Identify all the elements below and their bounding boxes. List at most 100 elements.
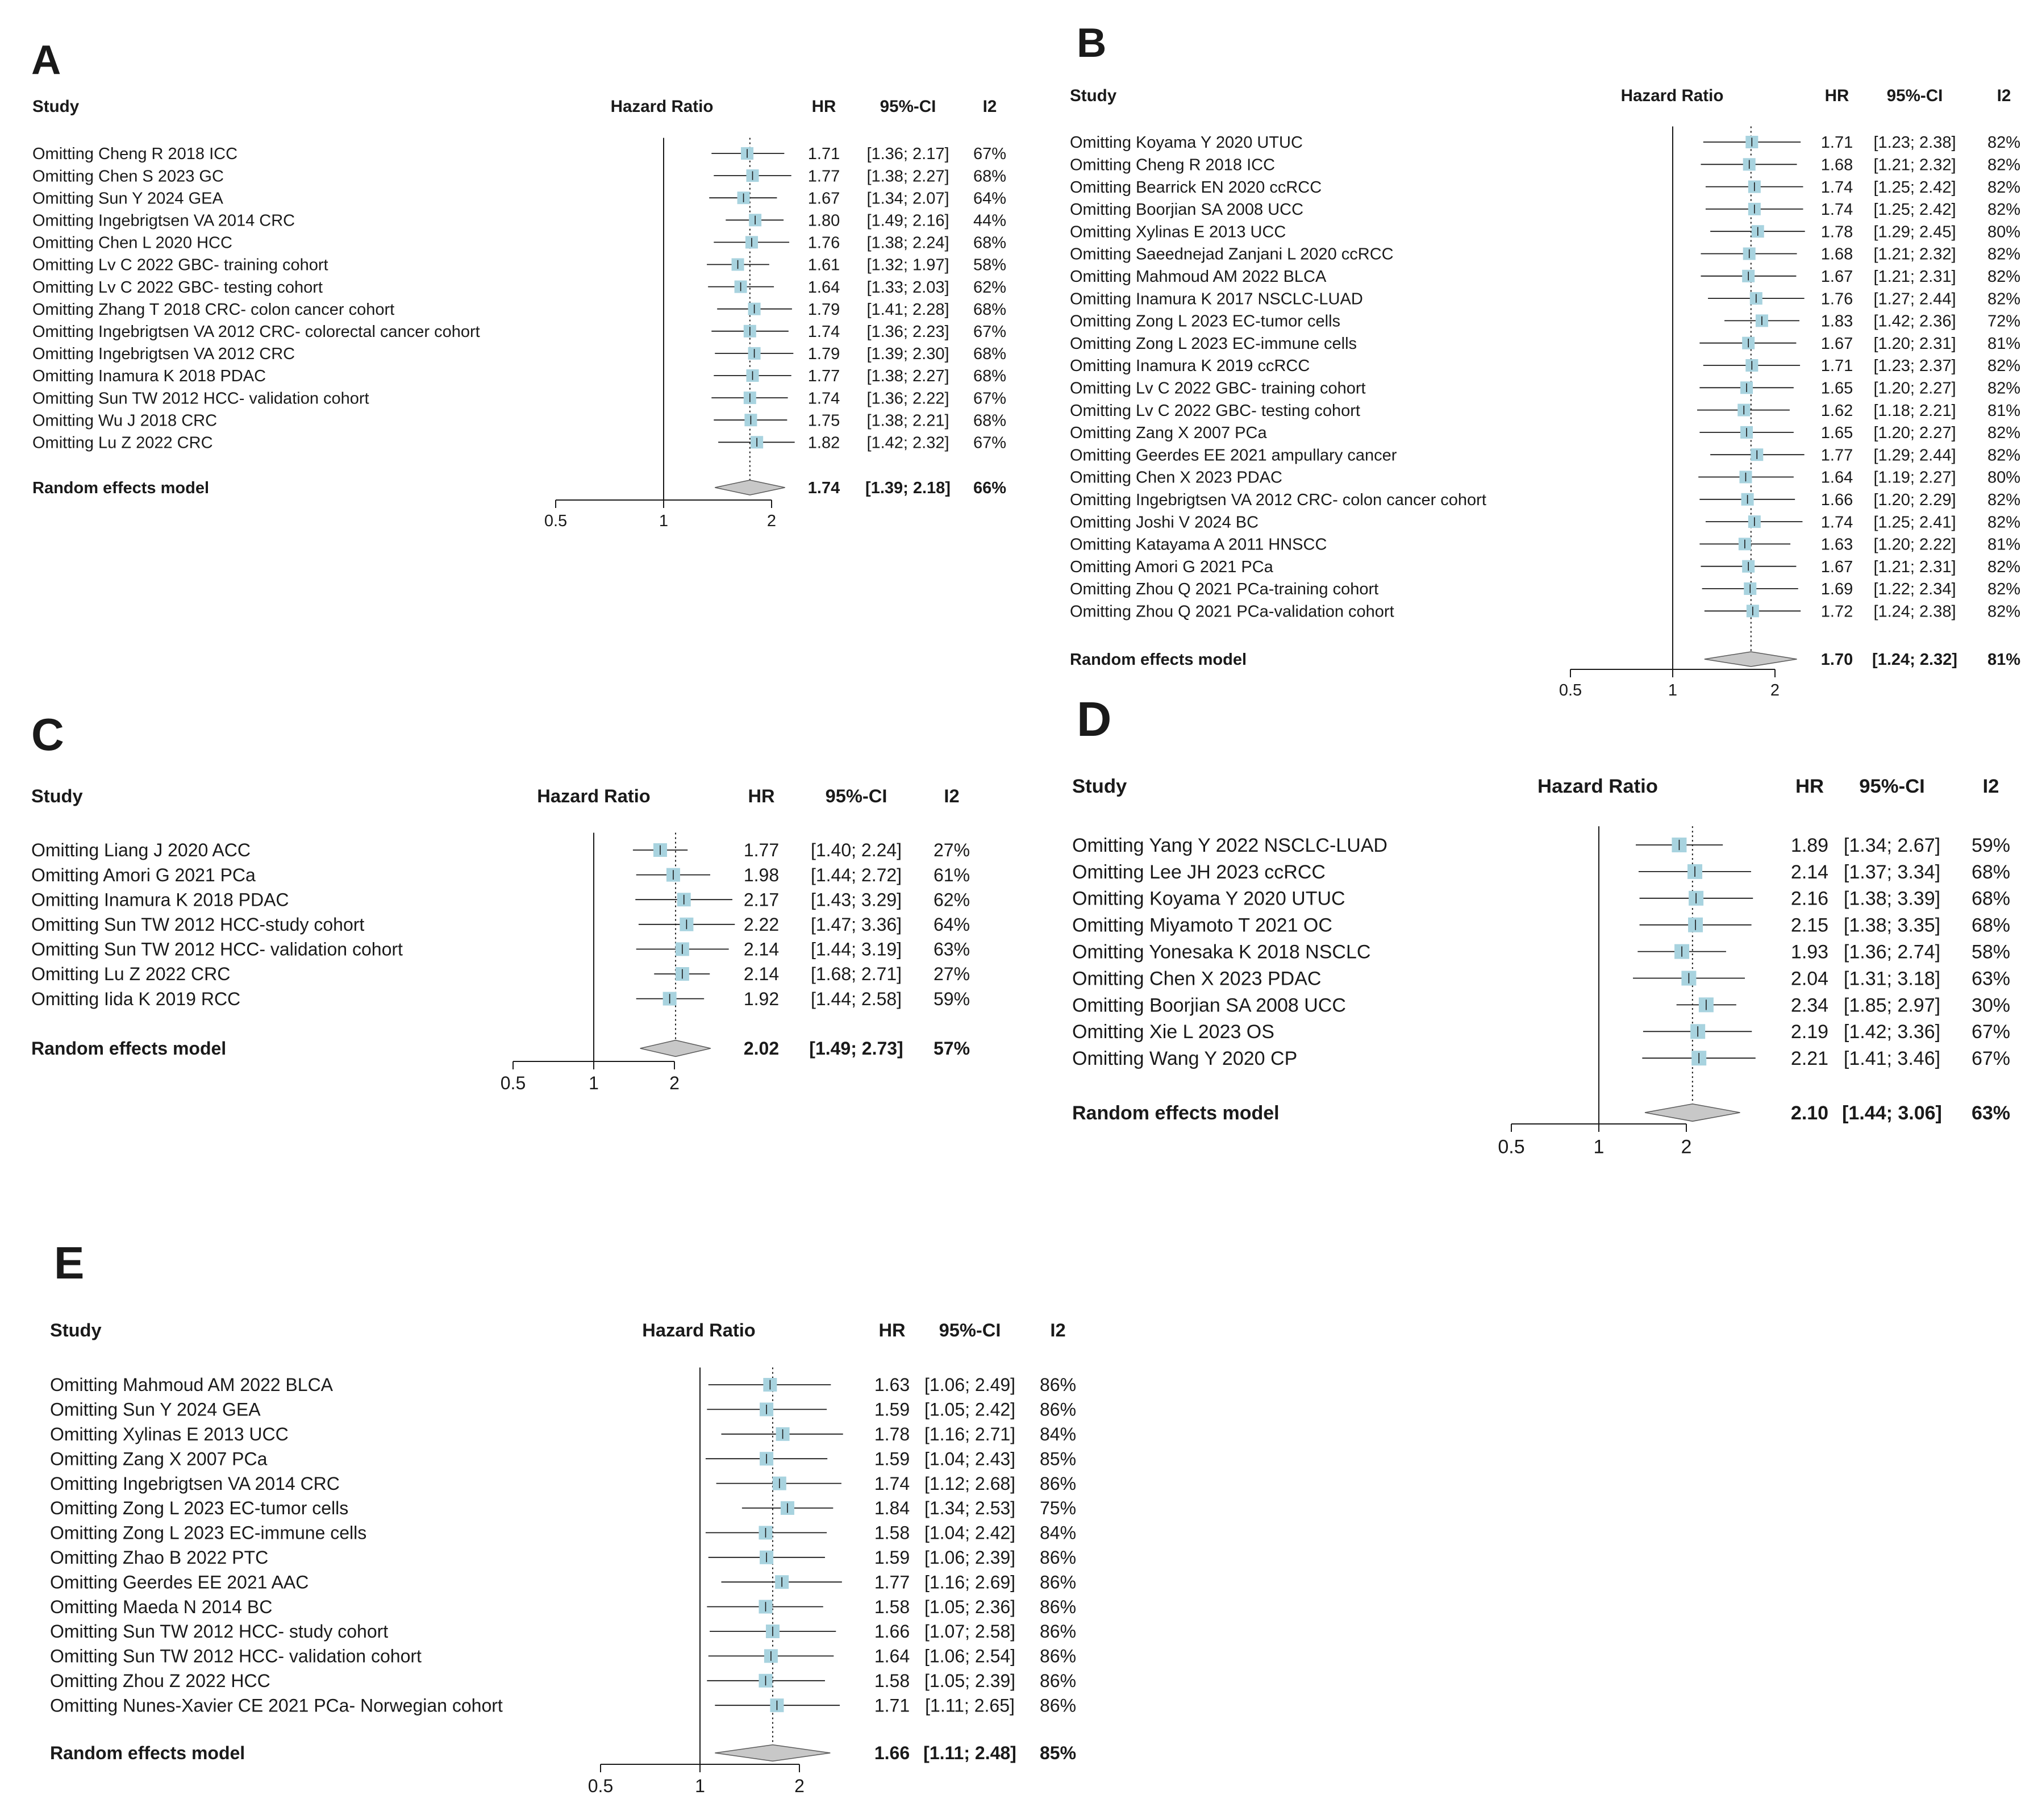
study-hr-value: 1.93 xyxy=(1791,942,1828,963)
header-study: Study xyxy=(1070,86,1117,105)
study-label: Omitting Zong L 2023 EC-tumor cells xyxy=(1070,313,1340,331)
header-hr: HR xyxy=(1825,86,1849,105)
study-label: Omitting Koyama Y 2020 UTUC xyxy=(1070,134,1303,152)
study-hr-value: 1.76 xyxy=(1821,290,1853,308)
study-ci-value: [1.33; 2.03] xyxy=(866,278,949,297)
header-hr: HR xyxy=(878,1319,905,1340)
study-row: Omitting Xie L 2023 OS 2.19 [1.42; 3.36] 67… xyxy=(1072,1021,2010,1043)
study-i2-value: 82% xyxy=(1987,357,2020,375)
study-hr-value: 1.69 xyxy=(1821,580,1853,598)
header-hr: HR xyxy=(812,97,836,116)
study-ci-value: [1.19; 2.27] xyxy=(1873,469,1956,487)
study-label: Omitting Katayama A 2011 HNSCC xyxy=(1070,536,1327,554)
study-hr-value: 1.89 xyxy=(1791,835,1828,856)
study-i2-value: 82% xyxy=(1987,134,2020,152)
study-i2-value: 27% xyxy=(934,964,970,984)
study-hr-value: 1.83 xyxy=(1821,313,1853,331)
study-i2-value: 64% xyxy=(934,914,970,935)
pooled-row: Random effects model 1.74 [1.39; 2.18] 66% xyxy=(32,479,1006,497)
x-axis-tick-label: 1 xyxy=(1594,1136,1605,1157)
study-ci-value: [1.68; 2.71] xyxy=(811,964,902,984)
study-hr-value: 1.66 xyxy=(874,1621,910,1642)
study-row: Omitting Zang X 2007 PCa 1.65 [1.20; 2.27]… xyxy=(1070,424,2020,442)
study-label: Omitting Sun TW 2012 HCC- validation coh… xyxy=(50,1646,422,1667)
study-row: Omitting Lv C 2022 GBC- training cohort 1… xyxy=(32,256,1006,274)
study-label: Omitting Lv C 2022 GBC- training cohort xyxy=(32,256,328,274)
study-row: Omitting Cheng R 2018 ICC 1.71 [1.36; 2.17… xyxy=(32,145,1006,163)
study-i2-value: 86% xyxy=(1040,1572,1076,1592)
study-i2-value: 82% xyxy=(1987,491,2020,509)
study-row: Omitting Yonesaka K 2018 NSCLC 1.93 [1.36;… xyxy=(1072,942,2010,963)
study-hr-value: 1.74 xyxy=(808,323,840,341)
study-ci-value: [1.12; 2.68] xyxy=(924,1473,1015,1494)
study-i2-value: 75% xyxy=(1040,1498,1076,1518)
study-ci-value: [1.04; 2.42] xyxy=(924,1523,1015,1543)
study-row: Omitting Chen S 2023 GC 1.77 [1.38; 2.27] 6… xyxy=(32,167,1006,185)
study-label: Omitting Chen X 2023 PDAC xyxy=(1072,968,1321,989)
study-i2-value: 86% xyxy=(1040,1671,1076,1691)
study-ci-value: [1.20; 2.29] xyxy=(1873,491,1956,509)
pooled-ci-value: [1.11; 2.48] xyxy=(923,1743,1016,1763)
study-i2-value: 82% xyxy=(1987,558,2020,576)
study-i2-value: 62% xyxy=(934,889,970,910)
study-hr-value: 1.67 xyxy=(1821,268,1853,286)
study-i2-value: 68% xyxy=(973,234,1006,252)
header-i2: I2 xyxy=(983,97,997,116)
study-i2-value: 63% xyxy=(1972,968,2010,989)
study-i2-value: 82% xyxy=(1987,156,2020,174)
header-i2: I2 xyxy=(1997,86,2011,105)
study-label: Omitting Inamura K 2017 NSCLC-LUAD xyxy=(1070,290,1363,308)
study-ci-value: [1.37; 3.34] xyxy=(1844,861,1940,883)
header-axis: Hazard Ratio xyxy=(1537,776,1658,797)
pooled-i2-value: 57% xyxy=(934,1038,970,1059)
header-ci: 95%-CI xyxy=(880,97,936,116)
study-i2-value: 82% xyxy=(1987,602,2020,620)
study-hr-value: 1.61 xyxy=(808,256,840,274)
study-i2-value: 82% xyxy=(1987,178,2020,197)
header-study: Study xyxy=(50,1319,102,1340)
study-i2-value: 82% xyxy=(1987,424,2020,442)
study-hr-value: 2.14 xyxy=(1791,861,1828,883)
study-hr-value: 2.15 xyxy=(1791,915,1828,936)
study-i2-value: 86% xyxy=(1040,1646,1076,1667)
x-axis-tick-label: 2 xyxy=(669,1073,680,1093)
study-label: Omitting Zang X 2007 PCa xyxy=(50,1448,268,1469)
study-i2-value: 27% xyxy=(934,840,970,860)
study-row: Omitting Zong L 2023 EC-tumor cells 1.84 [… xyxy=(50,1498,1076,1518)
study-ci-value: [1.21; 2.32] xyxy=(1873,245,1956,264)
study-row: Omitting Lv C 2022 GBC- testing cohort 1.… xyxy=(32,278,1006,297)
study-label: Omitting Xylinas E 2013 UCC xyxy=(1070,223,1286,241)
study-i2-value: 68% xyxy=(1972,888,2010,910)
study-i2-value: 85% xyxy=(1040,1448,1076,1469)
pooled-label: Random effects model xyxy=(1072,1102,1280,1124)
study-ci-value: [1.20; 2.27] xyxy=(1873,379,1956,397)
study-label: Omitting Cheng R 2018 ICC xyxy=(32,145,237,163)
header-i2: I2 xyxy=(1050,1319,1065,1340)
study-hr-value: 1.65 xyxy=(1821,424,1853,442)
study-label: Omitting Chen S 2023 GC xyxy=(32,167,224,185)
study-ci-value: [1.23; 2.37] xyxy=(1873,357,1956,375)
study-row: Omitting Geerdes EE 2021 ampullary cance… xyxy=(1070,446,2020,464)
study-row: Omitting Maeda N 2014 BC 1.58 [1.05; 2.36]… xyxy=(50,1597,1076,1617)
study-i2-value: 82% xyxy=(1987,513,2020,531)
study-row: Omitting Koyama Y 2020 UTUC 1.71 [1.23; 2.… xyxy=(1070,134,2020,152)
panel-label: A xyxy=(31,37,61,83)
study-hr-value: 1.58 xyxy=(874,1523,910,1543)
study-ci-value: [1.43; 3.29] xyxy=(811,889,902,910)
pooled-hr-value: 1.66 xyxy=(874,1743,910,1763)
study-label: Omitting Zhou Z 2022 HCC xyxy=(50,1671,270,1691)
study-row: Omitting Ingebrigtsen VA 2012 CRC 1.79 [1.… xyxy=(32,345,1006,363)
study-i2-value: 86% xyxy=(1040,1597,1076,1617)
x-axis-tick-label: 2 xyxy=(1681,1136,1692,1157)
x-axis-tick-label: 0.5 xyxy=(544,512,567,530)
study-row: Omitting Xylinas E 2013 UCC 1.78 [1.29; 2.… xyxy=(1070,223,2020,241)
study-ci-value: [1.05; 2.36] xyxy=(924,1597,1015,1617)
study-label: Omitting Zhang T 2018 CRC- colon cancer … xyxy=(32,301,394,319)
study-hr-value: 1.64 xyxy=(874,1646,910,1667)
pooled-i2-value: 66% xyxy=(973,479,1006,497)
study-row: Omitting Boorjian SA 2008 UCC 2.34 [1.85; … xyxy=(1072,994,2010,1016)
study-hr-value: 1.71 xyxy=(808,145,840,163)
study-row: Omitting Ingebrigtsen VA 2012 CRC- colon… xyxy=(1070,491,2020,509)
pooled-ci-value: [1.49; 2.73] xyxy=(809,1038,903,1059)
pooled-hr-value: 1.74 xyxy=(808,479,840,497)
